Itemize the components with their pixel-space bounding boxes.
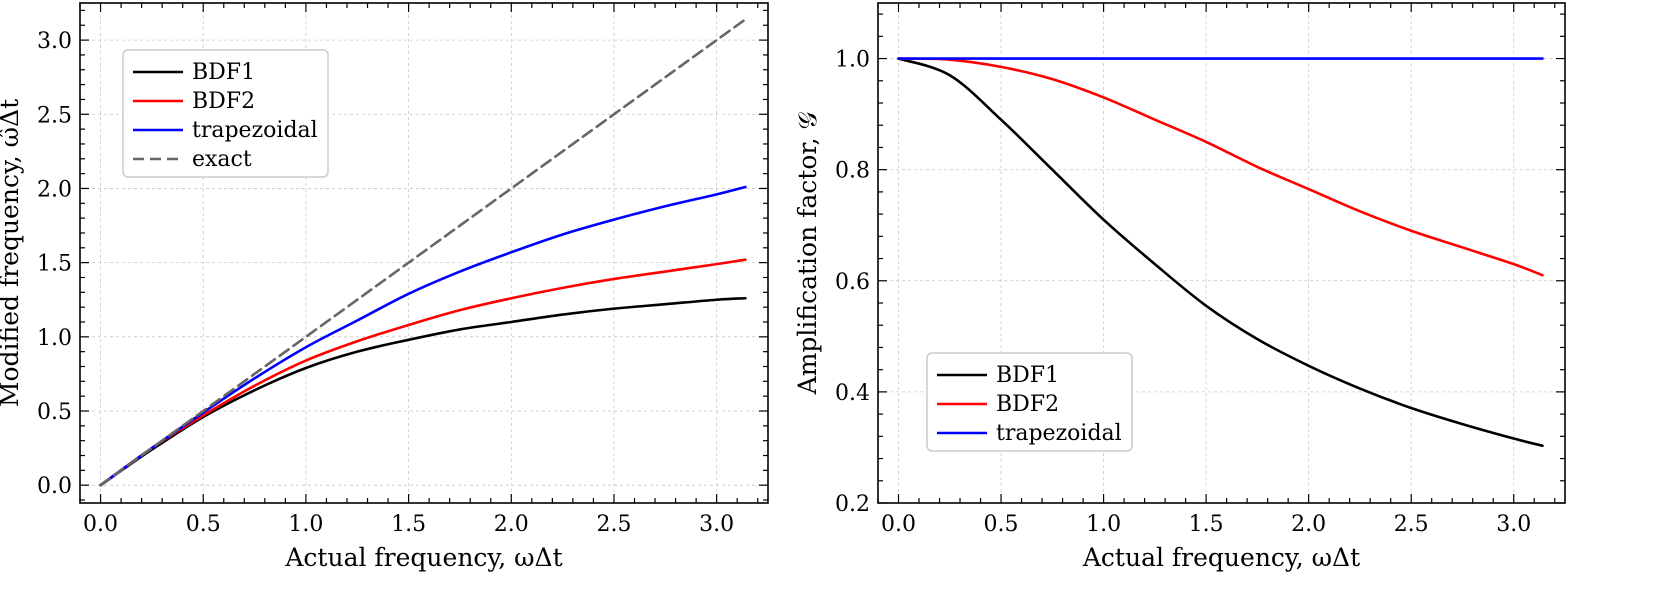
series-line-bdf2 bbox=[99, 258, 747, 487]
y-axis-label: Modified frequency, ω̂Δt bbox=[0, 99, 24, 407]
x-tick-label: 2.0 bbox=[1291, 512, 1326, 537]
x-tick-label: 2.5 bbox=[596, 512, 631, 537]
legend-label-trapezoidal: trapezoidal bbox=[192, 118, 318, 143]
x-tick-label: 0.5 bbox=[984, 512, 1019, 537]
x-tick-label: 2.5 bbox=[1394, 512, 1429, 537]
x-tick-label: 1.5 bbox=[391, 512, 426, 537]
series-line-exact bbox=[99, 18, 747, 487]
legend: BDF1 BDF2 trapezoidal exact bbox=[122, 49, 329, 178]
x-tick-label: 3.0 bbox=[1496, 512, 1531, 537]
legend-label-bdf1: BDF1 bbox=[996, 363, 1059, 388]
series-group bbox=[897, 57, 1544, 448]
series-line-trapezoidal bbox=[99, 185, 747, 487]
y-tick-labels: 0.2 0.4 0.6 0.8 1.0 bbox=[835, 48, 870, 517]
x-tick-label: 0.0 bbox=[83, 512, 118, 537]
y-tick-label: 0.2 bbox=[835, 492, 870, 517]
plot-frame bbox=[877, 2, 1566, 504]
y-tick-label: 0.4 bbox=[835, 381, 870, 406]
y-tick-label: 0.0 bbox=[37, 474, 72, 499]
x-tick-label: 0.0 bbox=[881, 512, 916, 537]
plot-frame bbox=[79, 2, 769, 504]
x-axis-label: Actual frequency, ωΔt bbox=[1082, 543, 1360, 572]
y-tick-label: 2.0 bbox=[37, 177, 72, 202]
y-tick-label: 1.0 bbox=[37, 326, 72, 351]
x-axis-label: Actual frequency, ωΔt bbox=[284, 543, 562, 572]
ticks bbox=[877, 3, 1565, 504]
panel-amplification-factor: 0.0 0.5 1.0 1.5 2.0 2.5 3.0 0.2 0.4 0.6 0.8 1.0 Ac… bbox=[793, 2, 1566, 572]
legend-box bbox=[926, 352, 1133, 452]
legend-label-bdf2: BDF2 bbox=[996, 392, 1059, 417]
legend-box bbox=[122, 49, 329, 178]
y-tick-labels: 0.0 0.5 1.0 1.5 2.0 2.5 3.0 bbox=[37, 29, 72, 499]
series-line-bdf1 bbox=[99, 296, 747, 487]
x-tick-label: 1.5 bbox=[1189, 512, 1224, 537]
x-tick-label: 1.0 bbox=[288, 512, 323, 537]
y-tick-label: 0.5 bbox=[37, 400, 72, 425]
x-tick-label: 2.0 bbox=[494, 512, 529, 537]
series-line-bdf2 bbox=[897, 57, 1544, 277]
ticks bbox=[79, 3, 768, 503]
y-tick-label: 3.0 bbox=[37, 29, 72, 54]
x-tick-label: 3.0 bbox=[699, 512, 734, 537]
y-tick-label: 1.5 bbox=[37, 252, 72, 277]
y-tick-label: 0.6 bbox=[835, 270, 870, 295]
y-axis-label: Amplification factor, 𝒢 bbox=[793, 111, 822, 395]
x-tick-label: 1.0 bbox=[1086, 512, 1121, 537]
y-tick-label: 0.8 bbox=[835, 159, 870, 184]
legend-label-bdf2: BDF2 bbox=[192, 89, 255, 114]
panel-modified-frequency: 0.0 0.5 1.0 1.5 2.0 2.5 3.0 0.0 0.5 1.0 1.5 2.0 2.5… bbox=[0, 2, 769, 572]
legend-label-bdf1: BDF1 bbox=[192, 60, 255, 85]
series-line-bdf1 bbox=[897, 57, 1544, 448]
legend-label-trapezoidal: trapezoidal bbox=[996, 421, 1122, 446]
x-tick-labels: 0.0 0.5 1.0 1.5 2.0 2.5 3.0 bbox=[881, 512, 1531, 537]
legend-label-exact: exact bbox=[192, 147, 252, 172]
legend: BDF1 BDF2 trapezoidal bbox=[926, 352, 1133, 452]
x-tick-label: 0.5 bbox=[186, 512, 221, 537]
series-group bbox=[99, 18, 747, 487]
y-tick-label: 1.0 bbox=[835, 48, 870, 73]
x-tick-labels: 0.0 0.5 1.0 1.5 2.0 2.5 3.0 bbox=[83, 512, 734, 537]
y-tick-label: 2.5 bbox=[37, 103, 72, 128]
